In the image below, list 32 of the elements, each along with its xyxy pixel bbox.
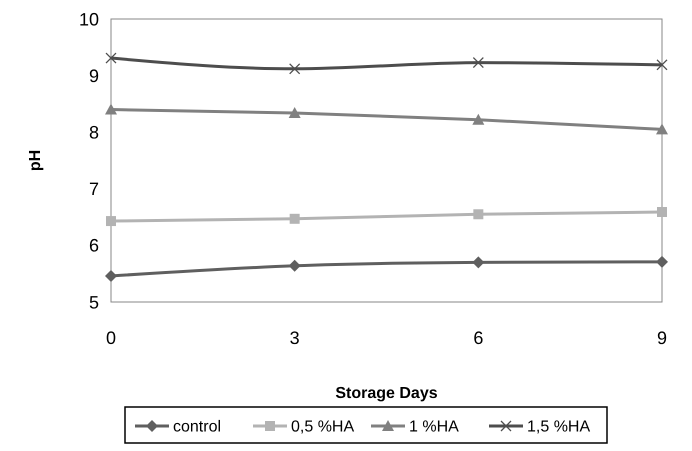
- y-tick-label: 5: [88, 292, 99, 312]
- point: [656, 59, 668, 70]
- x-tick-label: 3: [290, 328, 300, 348]
- point: [288, 260, 301, 272]
- legend-label: 0,5 %HA: [291, 418, 354, 436]
- point: [472, 56, 484, 68]
- point: [289, 63, 300, 74]
- point: [106, 216, 116, 226]
- y-tick-label: 6: [88, 236, 99, 256]
- legend-label: 1 %HA: [409, 418, 460, 436]
- x-axis-title: Storage Days: [335, 385, 438, 402]
- x-tick-label: 9: [656, 328, 668, 348]
- x-tick-label: 6: [473, 328, 484, 348]
- point: [105, 270, 117, 282]
- y-tick-label: 8: [88, 122, 99, 142]
- point: [472, 114, 484, 125]
- point: [656, 123, 668, 134]
- point: [105, 104, 117, 115]
- point: [290, 214, 300, 224]
- legend-label: control: [173, 418, 222, 436]
- point: [472, 256, 484, 268]
- point: [473, 209, 484, 220]
- point: [105, 52, 117, 64]
- point: [656, 256, 668, 268]
- point: [657, 207, 667, 218]
- y-tick-label: 9: [88, 66, 99, 86]
- x-tick-label: 0: [106, 328, 116, 348]
- point: [288, 106, 301, 118]
- legend-label: 1,5 %HA: [527, 418, 590, 436]
- y-axis-title: pH: [27, 150, 44, 172]
- y-tick-label: 7: [88, 179, 99, 200]
- y-tick-label: 10: [78, 9, 99, 30]
